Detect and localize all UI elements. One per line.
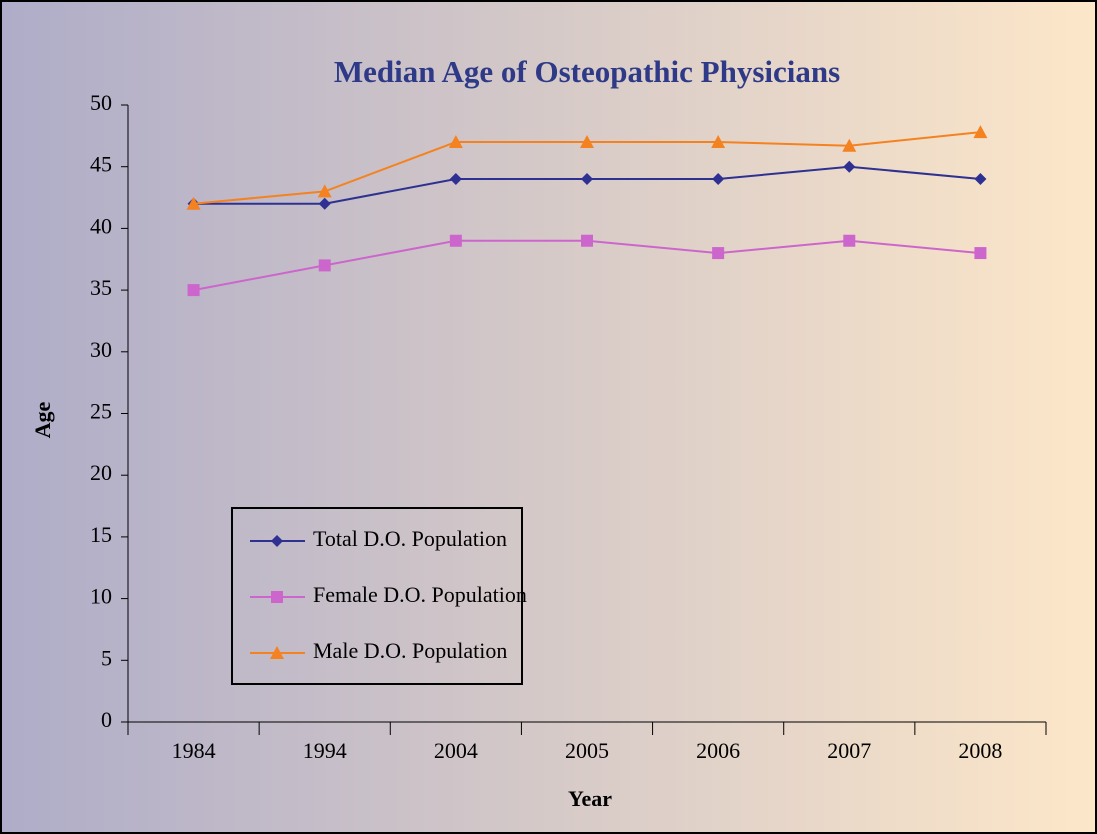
y-tick-label: 5 xyxy=(101,645,112,670)
marker xyxy=(449,173,462,186)
x-tick-label: 2005 xyxy=(565,738,609,763)
x-tick-label: 2008 xyxy=(958,738,1002,763)
y-tick-label: 10 xyxy=(90,584,112,609)
chart-title: Median Age of Osteopathic Physicians xyxy=(334,54,840,89)
legend-label: Male D.O. Population xyxy=(313,638,507,663)
legend-label: Female D.O. Population xyxy=(313,582,527,607)
marker xyxy=(973,125,988,139)
legend-box xyxy=(231,507,523,685)
y-tick-label: 0 xyxy=(101,707,112,732)
legend-marker xyxy=(270,646,284,659)
x-axis-label: Year xyxy=(568,786,612,811)
y-tick-label: 30 xyxy=(90,337,112,362)
legend-label: Total D.O. Population xyxy=(313,526,507,551)
y-tick-label: 35 xyxy=(90,275,112,300)
y-tick-label: 50 xyxy=(90,90,112,115)
y-tick-label: 45 xyxy=(90,152,112,177)
marker xyxy=(711,135,726,149)
y-tick-label: 15 xyxy=(90,522,112,547)
legend-marker xyxy=(271,535,283,547)
marker xyxy=(843,160,856,173)
marker xyxy=(449,234,462,247)
marker xyxy=(318,259,331,272)
x-tick-label: 2006 xyxy=(696,738,740,763)
marker xyxy=(187,284,200,297)
marker xyxy=(318,197,331,210)
marker xyxy=(974,247,987,260)
y-tick-label: 25 xyxy=(90,399,112,424)
marker xyxy=(186,196,201,210)
x-tick-label: 1984 xyxy=(172,738,216,763)
y-tick-label: 40 xyxy=(90,213,112,238)
marker xyxy=(712,173,725,186)
legend-marker xyxy=(271,591,283,603)
marker xyxy=(843,234,856,247)
y-axis-label: Age xyxy=(30,401,55,438)
x-tick-label: 2007 xyxy=(827,738,871,763)
marker xyxy=(712,247,725,260)
marker xyxy=(974,173,987,186)
y-tick-label: 20 xyxy=(90,460,112,485)
marker xyxy=(581,234,593,247)
marker xyxy=(448,135,463,149)
marker xyxy=(842,138,857,152)
marker xyxy=(580,135,594,149)
x-tick-label: 2004 xyxy=(434,738,478,763)
marker xyxy=(581,173,593,186)
marker xyxy=(317,184,332,198)
x-tick-label: 1994 xyxy=(303,738,347,763)
